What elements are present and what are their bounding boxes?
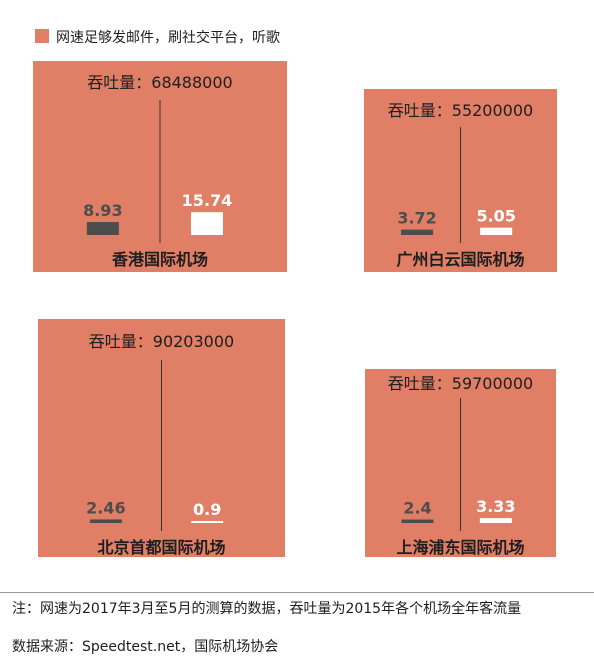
footer-source: 数据来源：Speedtest.net，国际机场协会 [12, 639, 279, 655]
bar-first [89, 519, 122, 523]
bar-value-label: 2.4 [403, 499, 431, 518]
legend-swatch [35, 29, 49, 43]
bar-second [479, 518, 512, 523]
bar-second [480, 227, 513, 235]
airport-panel: 吞吐量：59700000 2.4 3.33 上海浦东国际机场 [365, 369, 556, 557]
throughput-label: 吞吐量：68488000 [87, 73, 232, 92]
legend-label: 网速足够发邮件，刷社交平台，听歌 [56, 29, 280, 46]
bar-value-label: 0.9 [193, 500, 221, 519]
airport-name: 香港国际机场 [111, 250, 208, 269]
airport-name: 上海浦东国际机场 [396, 538, 524, 557]
airport-name: 北京首都国际机场 [97, 538, 225, 557]
airport-wifi-chart: 网速足够发邮件，刷社交平台，听歌 吞吐量：68488000 8.93 15.74 香港… [33, 29, 557, 557]
throughput-label: 吞吐量：90203000 [89, 332, 234, 351]
airport-panel: 吞吐量：55200000 3.72 5.05 广州白云国际机场 [364, 89, 557, 272]
throughput-label: 吞吐量：55200000 [388, 101, 533, 120]
bar-value-label: 8.93 [83, 201, 122, 220]
airport-panel: 吞吐量：68488000 8.93 15.74 香港国际机场 [33, 61, 287, 272]
bar-second [191, 521, 224, 523]
footer-divider [0, 592, 594, 593]
airport-name: 广州白云国际机场 [396, 250, 524, 269]
bar-value-label: 3.72 [397, 209, 436, 228]
bar-value-label: 5.05 [476, 207, 515, 226]
throughput-label: 吞吐量：59700000 [388, 374, 533, 393]
bar-value-label: 15.74 [182, 191, 233, 210]
bar-value-label: 2.46 [86, 498, 125, 517]
bar-first [401, 519, 434, 523]
bar-first [401, 229, 434, 235]
bar-value-label: 3.33 [476, 497, 515, 516]
bar-first [86, 222, 119, 235]
bar-second [190, 212, 223, 235]
footer-note: 注：网速为2017年3月至5月的测算的数据，吞吐量为2015年各个机场全年客流量 [12, 601, 522, 617]
airport-panel: 吞吐量：90203000 2.46 0.9 北京首都国际机场 [38, 319, 285, 557]
